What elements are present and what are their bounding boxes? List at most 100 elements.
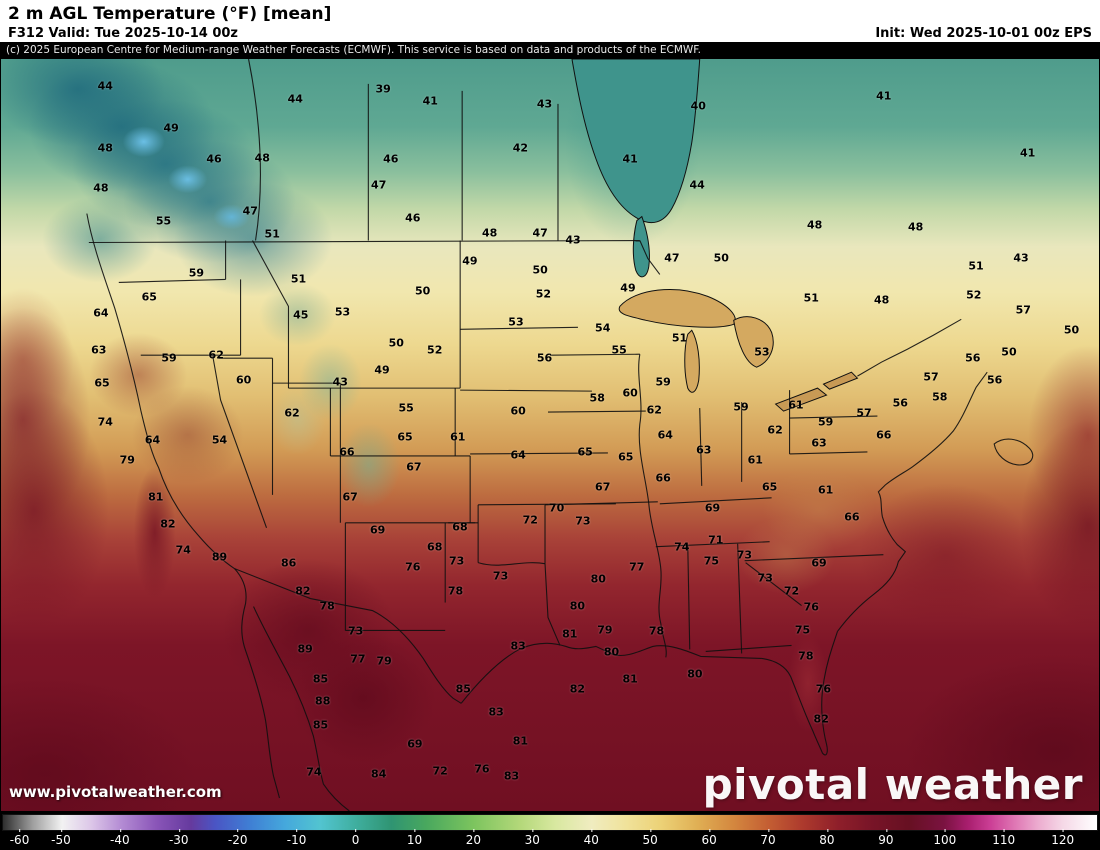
- station-temp-value: 41: [422, 94, 438, 108]
- station-temp-value: 49: [462, 254, 478, 268]
- station-temp-value: 48: [481, 226, 498, 240]
- station-temp-value: 54: [211, 433, 228, 447]
- station-temp-value: 59: [655, 375, 671, 389]
- station-temp-value: 84: [371, 767, 387, 781]
- station-temp-value: 73: [757, 571, 773, 585]
- station-temp-value: 85: [312, 672, 329, 686]
- station-temp-value: 85: [312, 718, 329, 732]
- station-temp-value: 44: [689, 178, 705, 192]
- station-temp-value: 83: [510, 639, 526, 653]
- station-temp-value: 89: [297, 642, 313, 656]
- station-temp-value: 72: [783, 584, 800, 598]
- station-temp-value: 74: [175, 543, 191, 557]
- station-temp-value: 64: [93, 306, 109, 320]
- station-temp-value: 69: [704, 501, 721, 515]
- station-temp-value: 39: [375, 82, 391, 96]
- station-temp-value: 51: [671, 331, 688, 345]
- temperature-map: 44 44 39 41 43 40 41 41 49 48 46 48 46 42 41 48 47 44 47 46…: [0, 58, 1100, 812]
- station-temp-value: 61: [747, 453, 763, 467]
- station-temp-value: 51: [968, 259, 984, 273]
- station-temp-value: 57: [1015, 303, 1031, 317]
- station-temp-value: 75: [794, 623, 811, 637]
- station-temp-value: 72: [432, 764, 448, 778]
- station-temp-value: 60: [236, 373, 252, 387]
- station-temp-value: 74: [97, 415, 113, 429]
- station-temp-value: 82: [295, 584, 311, 598]
- station-temp-value: 58: [589, 391, 605, 405]
- station-temp-value: 80: [687, 667, 703, 681]
- station-temp-value: 64: [657, 428, 673, 442]
- temperature-field-shading: [1, 59, 1099, 811]
- colorbar-tick-label: -60: [9, 829, 30, 847]
- station-temp-value: 44: [287, 92, 303, 106]
- colorbar-tick-label: 110: [992, 829, 1016, 847]
- station-temp-value: 62: [284, 406, 300, 420]
- station-temp-value: 66: [339, 445, 355, 459]
- station-temp-value: 82: [160, 517, 176, 531]
- station-temp-value: 65: [761, 480, 778, 494]
- map-title: 2 m AGL Temperature (°F) [mean]: [8, 4, 332, 24]
- station-temp-value: 65: [577, 445, 593, 459]
- colorbar-labels: -60 -50 -40 -30 -20 -10 0 10 20 30 40 50 60 70 80 90 100…: [2, 829, 1098, 848]
- station-temp-value: 76: [405, 560, 421, 574]
- station-temp-value: 62: [646, 403, 662, 417]
- station-temp-value: 80: [603, 645, 620, 659]
- station-temp-value: 43: [565, 233, 581, 247]
- station-temp-value: 50: [1001, 345, 1017, 359]
- station-temp-value: 81: [622, 672, 638, 686]
- station-temp-value: 49: [163, 121, 179, 135]
- station-temp-value: 67: [342, 490, 358, 504]
- station-temp-value: 83: [503, 769, 520, 783]
- station-temp-value: 51: [264, 227, 280, 241]
- station-temp-value: 68: [452, 520, 468, 534]
- hudson-bay: [571, 59, 701, 278]
- station-temp-value: 67: [595, 480, 611, 494]
- station-temp-value: 59: [161, 351, 177, 365]
- station-temp-value: 81: [148, 490, 164, 504]
- station-temp-value: 58: [932, 390, 948, 404]
- station-temp-value: 55: [611, 343, 627, 357]
- station-temp-value: 41: [1019, 146, 1036, 160]
- station-temp-value: 64: [144, 433, 161, 447]
- station-temp-value: 52: [966, 288, 982, 302]
- colorbar-tick-label: -40: [110, 829, 130, 847]
- station-temp-value: 78: [319, 599, 335, 613]
- station-temp-value: 57: [923, 370, 939, 384]
- colorbar-tick-label: 80: [819, 829, 835, 847]
- station-temp-value: 56: [987, 373, 1003, 387]
- station-temp-value: 48: [873, 293, 890, 307]
- station-temp-value: 48: [907, 220, 924, 234]
- station-temp-value: 89: [211, 550, 228, 564]
- station-temp-value: 61: [450, 430, 466, 444]
- station-temp-value: 52: [427, 343, 443, 357]
- station-temp-value: 71: [708, 533, 724, 547]
- station-temp-value: 69: [407, 737, 423, 751]
- station-temp-value: 88: [315, 694, 331, 708]
- station-temp-value: 46: [405, 211, 421, 225]
- station-temp-value: 69: [811, 556, 827, 570]
- station-temp-value: 74: [674, 540, 690, 554]
- station-temp-value: 79: [597, 623, 613, 637]
- station-temp-value: 42: [512, 141, 528, 155]
- station-temp-value: 81: [512, 734, 528, 748]
- station-temp-value: 85: [455, 682, 471, 696]
- station-temp-value: 81: [562, 627, 578, 641]
- station-temp-value: 63: [91, 343, 107, 357]
- init-time-label: Init: Wed 2025-10-01 00z EPS: [875, 26, 1092, 41]
- station-temp-value: 79: [119, 453, 135, 467]
- station-temp-value: 82: [569, 682, 586, 696]
- header: 2 m AGL Temperature (°F) [mean] F312 Val…: [0, 0, 1100, 42]
- station-temp-value: 80: [569, 599, 586, 613]
- station-temp-value: 76: [803, 600, 819, 614]
- station-temp-value: 67: [406, 460, 422, 474]
- station-temp-value: 47: [532, 226, 548, 240]
- station-temp-value: 65: [397, 430, 413, 444]
- station-temp-value: 75: [703, 554, 720, 568]
- station-temp-value: 59: [817, 415, 834, 429]
- station-temp-value: 50: [388, 336, 404, 349]
- station-temp-value: 43: [536, 97, 553, 111]
- station-temp-value: 65: [94, 376, 110, 390]
- colorbar-tick-label: 100: [933, 829, 957, 847]
- station-temp-value: 63: [811, 436, 827, 450]
- colorbar-tick-label: 120: [1051, 829, 1075, 847]
